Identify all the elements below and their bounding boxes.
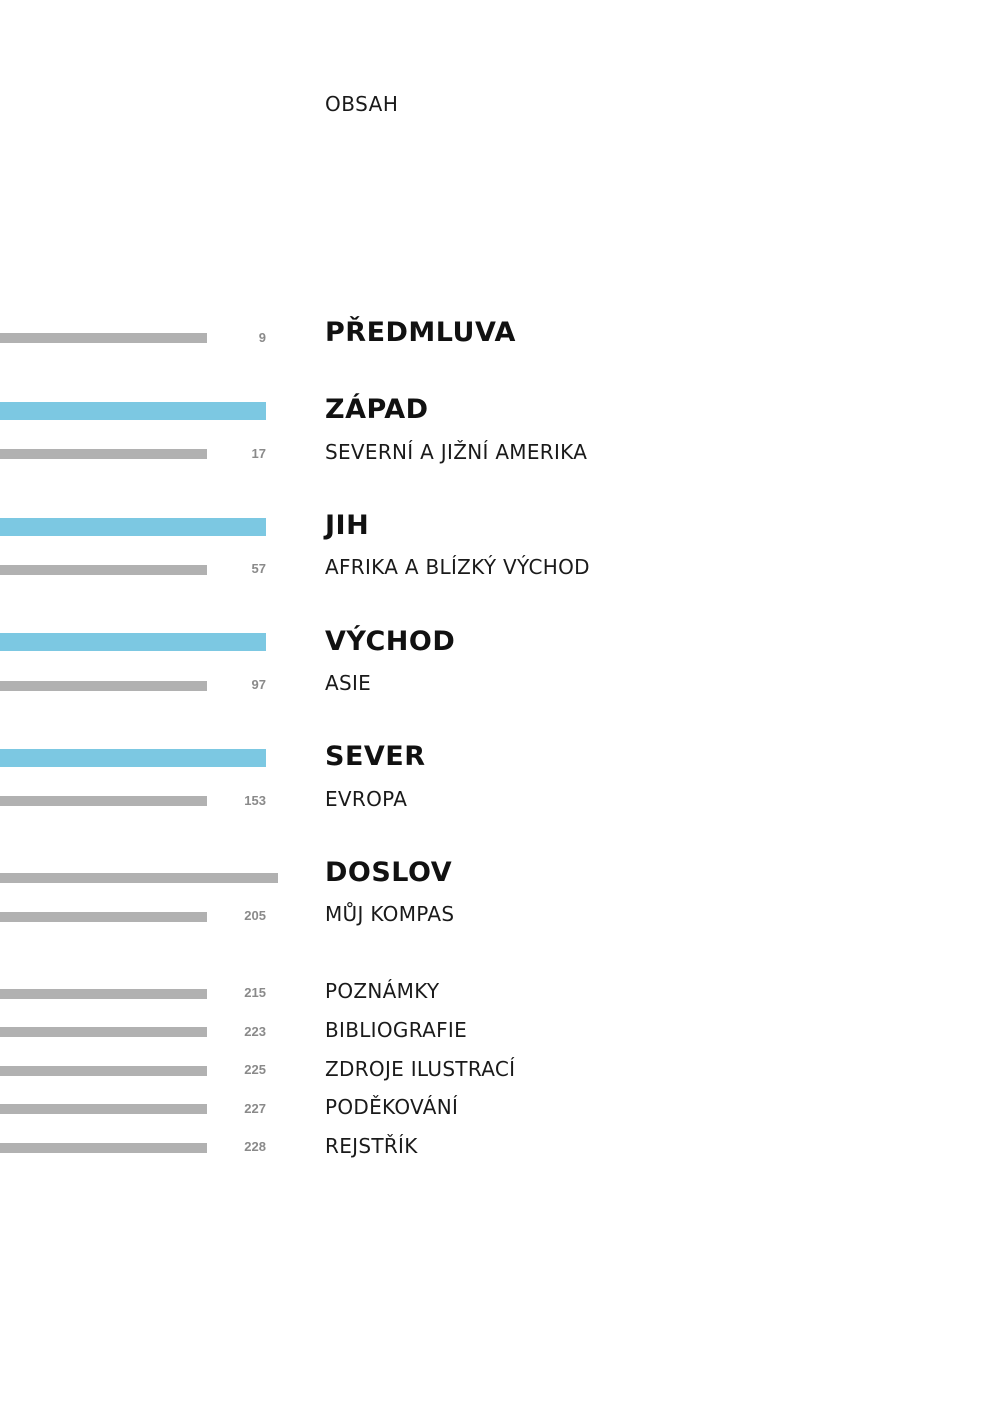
- entry-label: REJSTŘÍK: [325, 1134, 418, 1158]
- section-heading: DOSLOV: [325, 857, 453, 888]
- section-heading: SEVER: [325, 741, 426, 772]
- section-bar: [0, 518, 266, 536]
- section-bar: [0, 873, 278, 883]
- section-heading: ZÁPAD: [325, 394, 429, 425]
- page-number: 17: [251, 446, 266, 461]
- entry-label: POZNÁMKY: [325, 979, 440, 1003]
- section-bar: [0, 402, 266, 420]
- entry-label: BIBLIOGRAFIE: [325, 1018, 468, 1042]
- page-number: 205: [244, 908, 266, 923]
- page-bar: [0, 333, 207, 343]
- entry-label: PODĚKOVÁNÍ: [325, 1095, 459, 1119]
- page-number: 223: [244, 1024, 266, 1039]
- page-number: 57: [251, 561, 266, 576]
- section-heading: PŘEDMLUVA: [325, 317, 516, 348]
- entry-label: ZDROJE ILUSTRACÍ: [325, 1057, 516, 1081]
- section-heading: JIH: [325, 510, 370, 541]
- page-bar: [0, 1143, 207, 1153]
- section-subtitle: AFRIKA A BLÍZKÝ VÝCHOD: [325, 555, 590, 579]
- page-bar: [0, 796, 207, 806]
- section-subtitle: SEVERNÍ A JIŽNÍ AMERIKA: [325, 440, 588, 464]
- page-bar: [0, 1104, 207, 1114]
- page-bar: [0, 565, 207, 575]
- page-bar: [0, 989, 207, 999]
- page-number: 9: [258, 330, 266, 345]
- page-bar: [0, 1066, 207, 1076]
- page-number: 215: [244, 985, 266, 1000]
- page-number: 227: [244, 1101, 266, 1116]
- section-subtitle: EVROPA: [325, 787, 408, 811]
- page-number: 153: [244, 793, 266, 808]
- section-subtitle: ASIE: [325, 671, 372, 695]
- section-heading: VÝCHOD: [325, 626, 456, 657]
- page-number: 97: [251, 677, 266, 692]
- page-bar: [0, 449, 207, 459]
- section-bar: [0, 749, 266, 767]
- page-bar: [0, 681, 207, 691]
- page-bar: [0, 1027, 207, 1037]
- section-subtitle: MŮJ KOMPAS: [325, 902, 455, 926]
- page-title: OBSAH: [325, 92, 399, 116]
- page-number: 228: [244, 1139, 266, 1154]
- page-bar: [0, 912, 207, 922]
- page-number: 225: [244, 1062, 266, 1077]
- section-bar: [0, 633, 266, 651]
